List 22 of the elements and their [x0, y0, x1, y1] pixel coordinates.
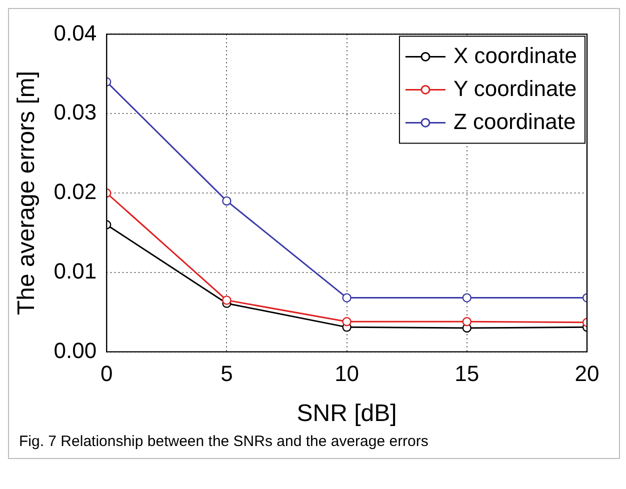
legend-label: Z coordinate — [453, 108, 576, 134]
x-tick-label: 0 — [100, 361, 113, 386]
x-tick-label: 20 — [574, 361, 600, 386]
point — [342, 317, 352, 326]
caption: Fig. 7 Relationship between the SNRs and the average errors — [18, 432, 430, 452]
point — [462, 293, 472, 302]
y-tick-label: 0.02 — [54, 179, 97, 204]
x-tick-label: 5 — [220, 361, 233, 386]
x-tick-label: 10 — [334, 361, 360, 386]
point — [462, 317, 472, 326]
legend-label: Y coordinate — [453, 76, 577, 101]
x-tick-label: 15 — [454, 361, 480, 386]
point — [222, 296, 232, 305]
y-axis-title: The average errors [m] — [13, 70, 40, 316]
y-tick-label: 0.03 — [54, 100, 97, 125]
legend-label: X coordinate — [453, 42, 578, 68]
point — [342, 293, 352, 302]
y-tick-label: 0.04 — [54, 20, 97, 46]
y-tick-label: 0.00 — [54, 338, 97, 363]
point — [222, 196, 232, 206]
x-axis-title: SNR [dB] — [296, 400, 397, 428]
y-tick-label: 0.01 — [54, 258, 97, 284]
